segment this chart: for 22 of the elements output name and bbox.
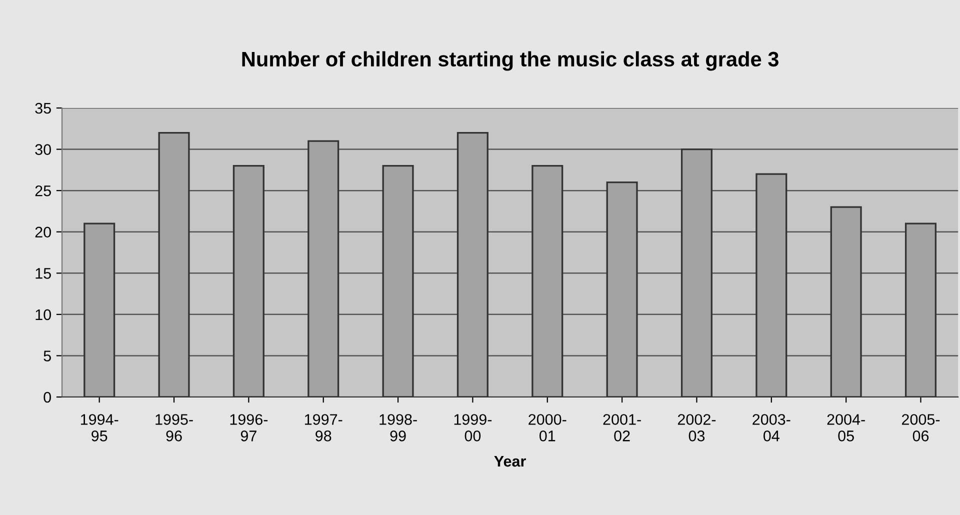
x-tick-label: 2002- 03 <box>678 414 716 442</box>
x-tick-label: 2001- 02 <box>603 414 641 442</box>
x-tick-label: 1994- 95 <box>80 414 118 442</box>
y-tick-label: 35 <box>35 102 51 114</box>
y-tick-label: 30 <box>35 144 51 155</box>
y-tick-label: 10 <box>36 309 51 320</box>
x-tick-label: 1997- 98 <box>304 414 342 442</box>
y-tick-label: 5 <box>44 350 51 362</box>
y-tick-label: 0 <box>44 392 51 403</box>
x-tick-label: 2005- 06 <box>902 414 940 442</box>
x-tick-label: 1996- 97 <box>230 414 268 442</box>
y-tick-label: 15 <box>36 268 51 279</box>
x-tick-label: 2000- 01 <box>528 414 566 442</box>
x-tick-label: 1998- 99 <box>380 414 417 442</box>
x-tick-label: 2004- 05 <box>827 414 865 442</box>
x-tick-label: 2003- 04 <box>752 414 790 442</box>
chart-title: Number of children starting the music class at grade 3 <box>242 51 778 71</box>
x-tick-label: 1995- 96 <box>156 414 193 442</box>
y-tick-label: 20 <box>35 226 51 238</box>
y-tick-label: 25 <box>35 185 51 196</box>
x-axis-title: Year <box>494 456 526 467</box>
x-tick-label: 1999- 00 <box>454 414 492 442</box>
